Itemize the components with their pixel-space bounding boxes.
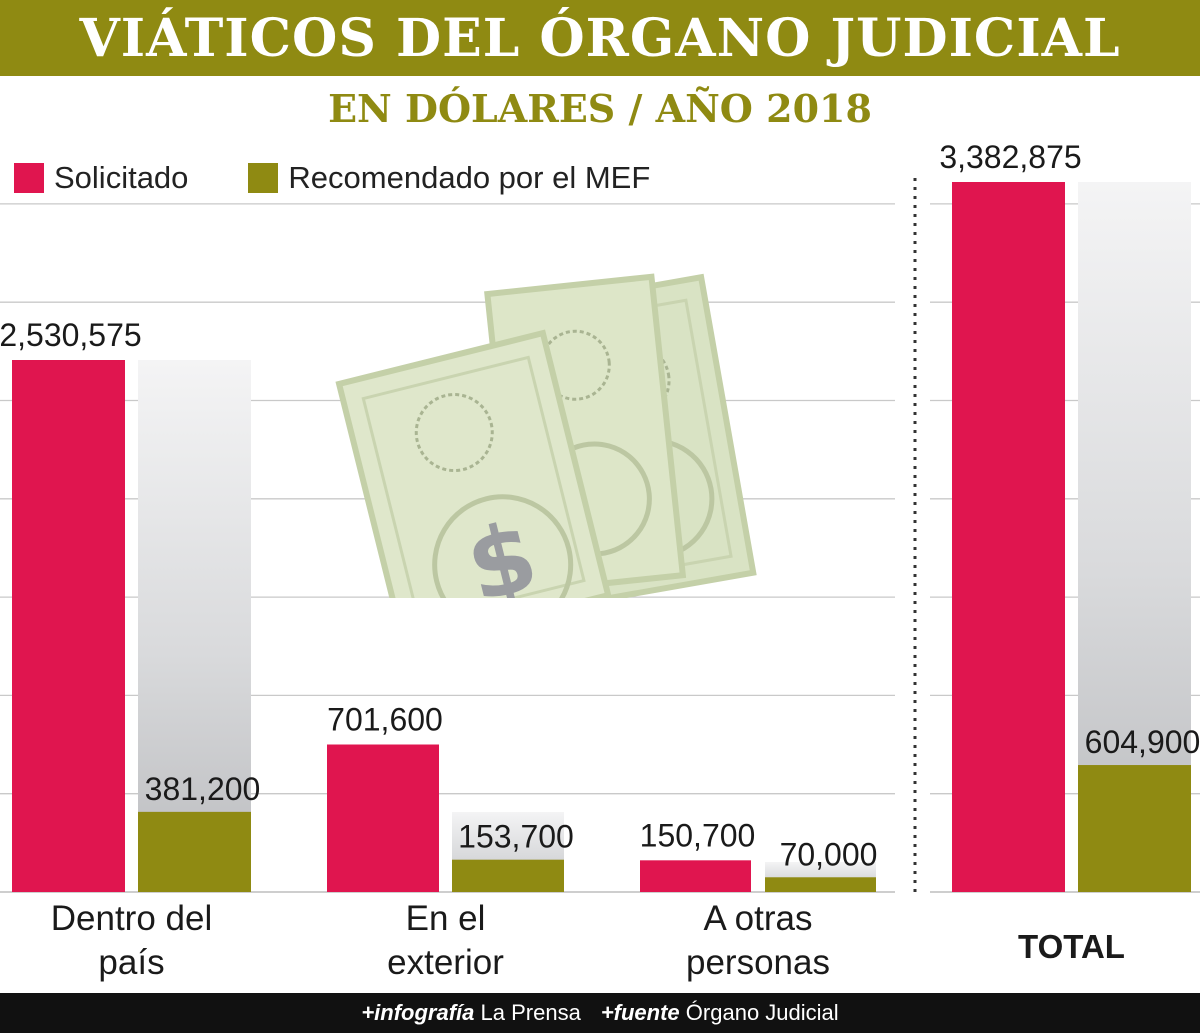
category-label: TOTAL: [1018, 928, 1125, 965]
bar-recomendado: [452, 859, 564, 892]
title-bar: VIÁTICOS DEL ÓRGANO JUDICIAL: [0, 0, 1200, 76]
value-label-recomendado: 381,200: [145, 771, 261, 807]
legend: Solicitado Recomendado por el MEF: [14, 160, 696, 196]
category-label: personas: [686, 943, 830, 982]
bar-shadow: [138, 360, 251, 892]
legend-swatch-recomendado: [248, 163, 279, 193]
footer-text-infografia: La Prensa: [480, 1000, 581, 1025]
category-label: A otras: [704, 899, 813, 938]
bar-chart: $ 2,530,575 381,200 701,600 153,700 150,700 7…: [0, 139, 1200, 982]
legend-label-recomendado: Recomendado por el MEF: [288, 160, 651, 195]
legend-label-solicitado: Solicitado: [54, 160, 189, 195]
footer-prefix-fuente: +fuente: [600, 1000, 680, 1025]
category-label: exterior: [387, 943, 504, 982]
category-label: En el: [406, 899, 486, 938]
category-label: país: [98, 943, 164, 982]
legend-swatch-solicitado: [14, 163, 44, 193]
bar-recomendado: [1078, 765, 1191, 892]
money-illustration: $: [320, 273, 840, 688]
value-label-recomendado: 153,700: [458, 819, 574, 855]
bar-solicitado: [12, 360, 125, 892]
money-mask: [320, 598, 840, 688]
bar-solicitado: [952, 182, 1065, 892]
category-label: Dentro del: [51, 899, 212, 938]
footer-text-fuente: Órgano Judicial: [685, 1000, 839, 1025]
banknote-front-seal: [414, 393, 494, 473]
value-label-solicitado: 2,530,575: [0, 317, 142, 353]
value-label-solicitado: 150,700: [640, 817, 756, 853]
value-label-recomendado: 70,000: [780, 836, 878, 872]
footer: +infografía La Prensa +fuente Órgano Jud…: [0, 993, 1200, 1033]
value-label-solicitado: 3,382,875: [939, 139, 1081, 175]
legend-item-recomendado: Recomendado por el MEF: [248, 160, 650, 196]
chart-subtitle: EN DÓLARES / AÑO 2018: [328, 86, 872, 131]
value-label-recomendado: 604,900: [1085, 724, 1200, 760]
bar-recomendado: [765, 877, 876, 892]
footer-prefix-infografia: +infografía: [361, 1000, 475, 1025]
value-label-solicitado: 701,600: [327, 702, 443, 738]
bar-recomendado: [138, 811, 251, 892]
bar-solicitado: [327, 744, 439, 892]
bar-solicitado: [640, 860, 751, 892]
chart-title: VIÁTICOS DEL ÓRGANO JUDICIAL: [79, 7, 1121, 69]
bars: [12, 182, 1191, 892]
value-labels: 2,530,575 381,200 701,600 153,700 150,700 70,…: [0, 139, 1200, 872]
legend-item-solicitado: Solicitado: [14, 160, 188, 196]
category-labels: Dentro del país En el exterior A otras person…: [51, 899, 1125, 982]
